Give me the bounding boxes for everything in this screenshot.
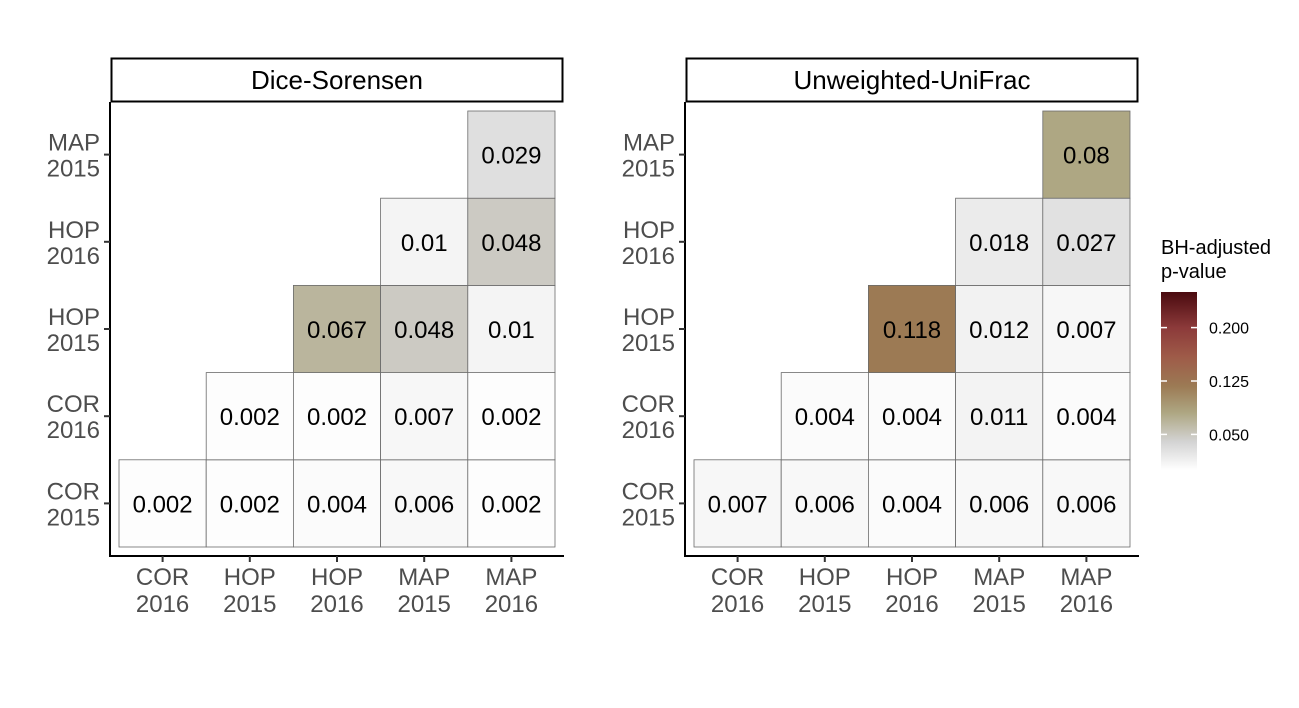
- cell-value-label: 0.048: [481, 230, 541, 257]
- heatmap-cell: [292, 459, 381, 548]
- cell-value-label: 0.004: [882, 491, 942, 518]
- y-tick-layer: COR 2015 COR 2016 HOP 2015 HOP 2016 MAP 2015: [622, 130, 685, 531]
- cell-value-label: 0.002: [307, 404, 367, 431]
- cell-value-label: 0.004: [1056, 404, 1116, 431]
- y-tick-label: COR 2015: [47, 478, 100, 531]
- cell-value-label: 0.007: [1056, 317, 1116, 344]
- cell-value-label: 0.002: [220, 491, 280, 518]
- y-tick-label: HOP 2015: [622, 304, 675, 357]
- cell-value-label: 0.006: [394, 491, 454, 518]
- cell-value-label: 0.004: [307, 491, 367, 518]
- y-tick-label: COR 2016: [622, 391, 675, 444]
- cell-value-label: 0.018: [969, 230, 1029, 257]
- cell-value-label: 0.048: [394, 317, 454, 344]
- heatmap-cell: [205, 372, 294, 461]
- y-tick-label: COR 2015: [622, 478, 675, 531]
- x-tick-label: MAP 2015: [973, 564, 1026, 618]
- cell-value-label: 0.002: [133, 491, 193, 518]
- heatmap-cell: [1042, 459, 1131, 548]
- color-legend: BH-adjusted p-value 0.050 0.125 0.200: [1161, 237, 1271, 470]
- cell-value-label: 0.011: [970, 404, 1028, 431]
- heatmap-cell: [1042, 372, 1131, 461]
- cell-value-label: 0.027: [1056, 230, 1116, 257]
- heatmap-cell: [467, 197, 556, 286]
- cell-value-label: 0.006: [1056, 491, 1116, 518]
- panel-title: Dice-Sorensen: [251, 65, 423, 95]
- heatmap-cell: [780, 459, 869, 548]
- cell-value-label: 0.004: [882, 404, 942, 431]
- cell-layer: 0.002 0.002 0.004 0.006 0.002 0.002 0.002 0.007…: [118, 110, 556, 548]
- y-tick-layer: COR 2015 COR 2016 HOP 2015 HOP 2016 MAP 2015: [47, 130, 110, 531]
- heatmap-cell: [780, 372, 869, 461]
- cell-value-label: 0.029: [481, 143, 541, 170]
- x-tick-layer: COR 2016 HOP 2015 HOP 2016 MAP 2015 MAP 2016: [711, 556, 1113, 618]
- panel-title: Unweighted-UniFrac: [794, 65, 1031, 95]
- heatmap-cell: [868, 372, 957, 461]
- heatmap-cell: [380, 459, 469, 548]
- heatmap-cell: [955, 197, 1044, 286]
- x-tick-label: COR 2016: [711, 564, 764, 618]
- cell-value-label: 0.01: [401, 230, 448, 257]
- legend-title-line-1: BH-adjusted: [1161, 237, 1271, 259]
- cell-value-label: 0.006: [969, 491, 1029, 518]
- heatmap-cell: [955, 459, 1044, 548]
- legend-title-line-2: p-value: [1161, 261, 1227, 283]
- x-tick-label: MAP 2016: [1060, 564, 1113, 618]
- heatmap-cell: [1042, 197, 1131, 286]
- cell-value-label: 0.002: [220, 404, 280, 431]
- heatmap-cell: [380, 284, 469, 373]
- legend-tick-layer: 0.050 0.125 0.200: [1161, 321, 1249, 444]
- y-tick-label: HOP 2015: [47, 304, 100, 357]
- heatmap-cell: [467, 459, 556, 548]
- legend-tick-label: 0.050: [1209, 427, 1249, 444]
- x-tick-label: MAP 2016: [485, 564, 538, 618]
- cell-value-label: 0.006: [795, 491, 855, 518]
- cell-value-label: 0.002: [481, 404, 541, 431]
- heatmap-cell: [118, 459, 207, 548]
- heatmap-cell: [380, 372, 469, 461]
- strip-background: [110, 57, 564, 103]
- heatmap-cell: [292, 372, 381, 461]
- heatmap-cell: [380, 197, 469, 286]
- x-tick-label: MAP 2015: [398, 564, 451, 618]
- cell-value-label: 0.08: [1063, 143, 1110, 170]
- y-tick-label: MAP 2015: [622, 130, 675, 183]
- strip-background: [685, 57, 1139, 103]
- panel-unweighted-unifrac: Unweighted-UniFrac 0.007 0.006 0.004 0.006 0…: [622, 57, 1139, 618]
- panel-dice-sorensen: Dice-Sorensen 0.002 0.002 0.004 0.006 0.0020…: [47, 57, 564, 618]
- y-tick-label: COR 2016: [47, 391, 100, 444]
- x-tick-label: HOP 2015: [223, 564, 276, 618]
- cell-value-label: 0.012: [969, 317, 1029, 344]
- heatmap-cell: [868, 459, 957, 548]
- x-tick-label: HOP 2016: [885, 564, 938, 618]
- y-tick-label: MAP 2015: [47, 130, 100, 183]
- cell-value-label: 0.007: [708, 491, 768, 518]
- heatmap-cell: [693, 459, 782, 548]
- cell-value-label: 0.067: [307, 317, 367, 344]
- x-tick-layer: COR 2016 HOP 2015 HOP 2016 MAP 2015 MAP 2016: [136, 556, 538, 618]
- heatmap-cell: [1042, 110, 1131, 199]
- cell-value-label: 0.007: [394, 404, 454, 431]
- cell-layer: 0.007 0.006 0.004 0.006 0.006 0.004 0.004 0.011…: [693, 110, 1131, 548]
- x-tick-label: HOP 2016: [310, 564, 363, 618]
- x-tick-label: COR 2016: [136, 564, 189, 618]
- cell-value-label: 0.004: [795, 404, 855, 431]
- legend-tick-label: 0.125: [1209, 374, 1249, 391]
- x-tick-label: HOP 2015: [798, 564, 851, 618]
- y-tick-label: HOP 2016: [622, 217, 675, 270]
- heatmap-cell: [467, 284, 556, 373]
- heatmap-cell: [467, 110, 556, 199]
- heatmap-cell: [1042, 284, 1131, 373]
- cell-value-label: 0.002: [481, 491, 541, 518]
- cell-value-label: 0.01: [488, 317, 535, 344]
- cell-value-label: 0.118: [883, 317, 941, 344]
- y-tick-label: HOP 2016: [47, 217, 100, 270]
- legend-tick-label: 0.200: [1209, 321, 1249, 338]
- heatmap-cell: [868, 284, 957, 373]
- heatmap-cell: [467, 372, 556, 461]
